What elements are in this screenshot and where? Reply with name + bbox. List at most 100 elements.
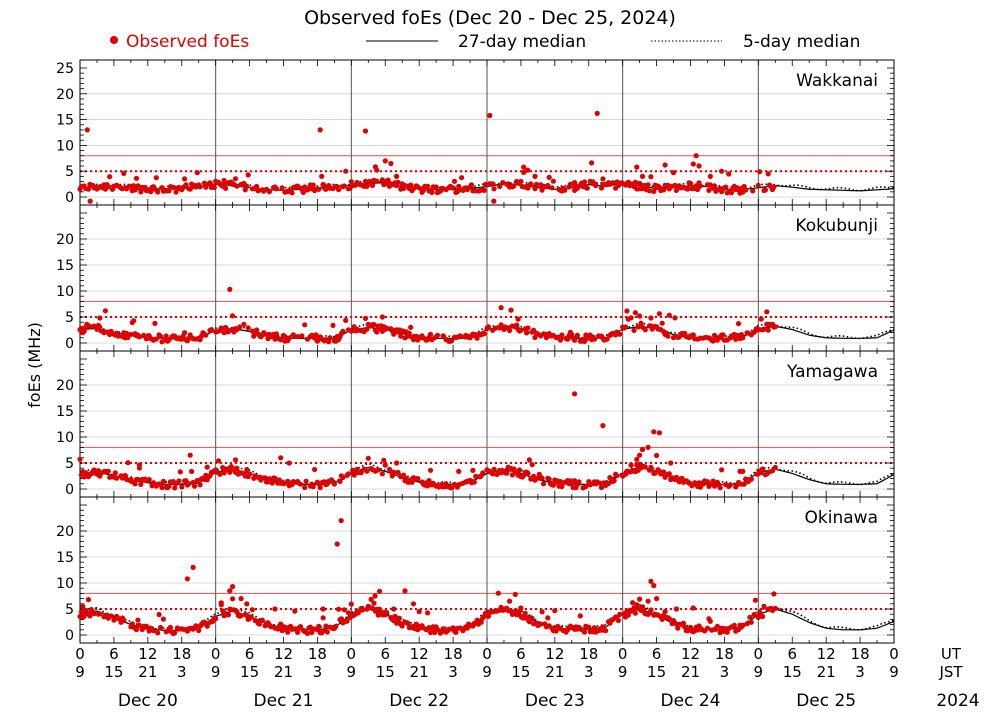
- observed-point: [456, 468, 462, 474]
- observed-outlier: [272, 606, 278, 612]
- observed-point: [760, 466, 766, 472]
- day-label: Dec 22: [389, 691, 449, 711]
- station-label: Okinawa: [805, 508, 878, 528]
- jst-tick-label: 9: [754, 663, 764, 681]
- observed-point: [434, 332, 441, 338]
- observed-point: [133, 175, 140, 181]
- observed-outlier: [80, 603, 86, 610]
- observed-outlier: [659, 320, 665, 326]
- ut-tick-label: 0: [754, 645, 764, 663]
- jst-tick-label: 15: [511, 663, 530, 681]
- observed-outlier: [518, 605, 524, 611]
- observed-outlier: [388, 160, 394, 167]
- observed-point: [491, 466, 497, 472]
- observed-point: [459, 175, 465, 181]
- observed-outlier: [102, 308, 108, 314]
- observed-point: [474, 617, 480, 623]
- observed-point: [719, 467, 725, 473]
- observed-point: [85, 186, 92, 192]
- observed-outlier: [656, 430, 663, 436]
- observed-outlier: [402, 588, 408, 594]
- observed-outlier: [634, 164, 640, 170]
- observed-point: [467, 335, 473, 341]
- observed-point: [343, 168, 349, 174]
- observed-point: [290, 479, 296, 485]
- observed-outlier: [662, 162, 668, 168]
- observed-point: [268, 624, 274, 630]
- observed-point: [757, 609, 763, 615]
- observed-point: [196, 627, 202, 634]
- observed-point: [358, 470, 364, 476]
- y-tick-label: 15: [56, 550, 74, 566]
- observed-point: [133, 627, 140, 633]
- observed-point: [310, 484, 316, 490]
- observed-point: [107, 174, 113, 180]
- observed-point: [772, 605, 778, 611]
- observed-point: [129, 621, 135, 627]
- observed-point: [398, 333, 404, 339]
- observed-point: [160, 478, 166, 484]
- jst-tick-label: 9: [889, 663, 899, 681]
- observed-point: [146, 477, 152, 483]
- observed-outlier: [690, 605, 696, 611]
- observed-point: [299, 333, 305, 339]
- ut-tick-label: 6: [516, 645, 526, 663]
- observed-point: [362, 315, 369, 321]
- observed-point: [559, 483, 565, 490]
- jst-tick-label: 9: [618, 663, 628, 681]
- observed-point: [319, 173, 325, 179]
- observed-point: [615, 617, 622, 624]
- observed-point: [470, 467, 476, 473]
- observed-point: [135, 476, 141, 483]
- ut-tick-label: 6: [109, 645, 119, 663]
- panel-okinawa: 0 5 10 15 20 Okinawa: [56, 496, 895, 644]
- observed-point: [751, 612, 757, 618]
- observed-point: [295, 334, 301, 340]
- observed-point: [651, 188, 657, 194]
- observed-point: [622, 324, 629, 330]
- observed-point: [755, 182, 761, 188]
- observed-outlier: [232, 457, 239, 463]
- observed-point: [183, 182, 189, 188]
- observed-outlier: [637, 452, 643, 458]
- observed-outlier: [600, 176, 606, 182]
- observed-outlier: [589, 160, 595, 166]
- observed-outlier: [600, 423, 606, 429]
- jst-axis-label: JST: [938, 663, 963, 681]
- observed-point: [238, 613, 244, 619]
- observed-point: [248, 614, 254, 620]
- observed-point: [572, 337, 578, 343]
- observed-outlier: [227, 588, 233, 594]
- observed-point: [765, 171, 771, 177]
- observed-point: [77, 456, 83, 462]
- jst-tick-label: 9: [75, 663, 85, 681]
- observed-point: [480, 470, 486, 476]
- observed-point: [707, 618, 713, 624]
- panel-kokubunji: 0 5 10 15 20 Kokubunji: [56, 204, 895, 352]
- observed-point: [223, 324, 229, 331]
- observed-outlier: [693, 153, 699, 159]
- observed-point: [646, 188, 653, 194]
- observed-point: [408, 182, 414, 188]
- observed-point: [449, 485, 455, 491]
- ut-tick-label: 12: [817, 645, 836, 663]
- observed-outlier: [645, 598, 651, 604]
- observed-point: [245, 325, 251, 331]
- observed-point: [313, 332, 319, 338]
- observed-point: [625, 612, 631, 618]
- observed-point: [572, 478, 578, 484]
- observed-point: [385, 177, 391, 183]
- jst-tick-label: 15: [240, 663, 259, 681]
- observed-point: [344, 618, 350, 624]
- observed-point: [552, 608, 558, 614]
- ut-tick-label: 12: [410, 645, 429, 663]
- observed-point: [545, 615, 551, 621]
- observed-point: [194, 170, 200, 176]
- observed-point: [673, 187, 680, 193]
- observed-outlier: [244, 601, 250, 607]
- observed-outlier: [215, 458, 222, 464]
- observed-point: [538, 621, 544, 627]
- day-label: Dec 20: [118, 691, 178, 711]
- observed-point: [234, 183, 240, 189]
- y-tick-label: 20: [56, 232, 74, 248]
